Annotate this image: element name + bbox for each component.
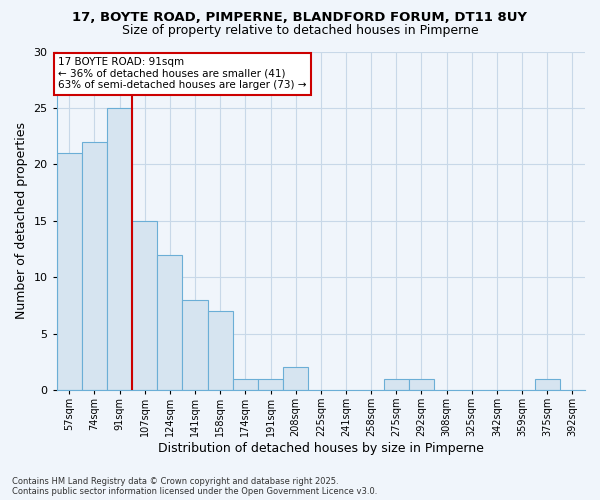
Bar <box>409 378 434 390</box>
Text: Contains HM Land Registry data © Crown copyright and database right 2025.
Contai: Contains HM Land Registry data © Crown c… <box>12 476 377 496</box>
Text: 17 BOYTE ROAD: 91sqm
← 36% of detached houses are smaller (41)
63% of semi-detac: 17 BOYTE ROAD: 91sqm ← 36% of detached h… <box>58 57 307 90</box>
Bar <box>182 300 208 390</box>
Bar <box>157 254 182 390</box>
Bar <box>57 153 82 390</box>
Bar <box>132 221 157 390</box>
Text: 17, BOYTE ROAD, PIMPERNE, BLANDFORD FORUM, DT11 8UY: 17, BOYTE ROAD, PIMPERNE, BLANDFORD FORU… <box>73 11 527 24</box>
X-axis label: Distribution of detached houses by size in Pimperne: Distribution of detached houses by size … <box>158 442 484 455</box>
Bar <box>82 142 107 390</box>
Bar <box>283 368 308 390</box>
Bar <box>208 311 233 390</box>
Bar <box>384 378 409 390</box>
Bar <box>535 378 560 390</box>
Y-axis label: Number of detached properties: Number of detached properties <box>15 122 28 320</box>
Bar <box>258 378 283 390</box>
Bar <box>107 108 132 390</box>
Text: Size of property relative to detached houses in Pimperne: Size of property relative to detached ho… <box>122 24 478 37</box>
Bar <box>233 378 258 390</box>
